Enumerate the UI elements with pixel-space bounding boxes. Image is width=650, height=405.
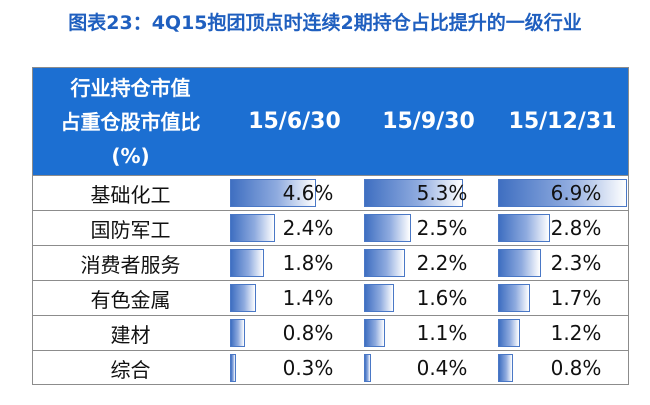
header-label-line-3: (%) — [111, 143, 150, 168]
data-bar — [364, 214, 411, 242]
data-bar — [230, 249, 264, 277]
cell-value: 2.2% — [416, 251, 468, 275]
table-cell: 2.5% — [362, 211, 495, 245]
table-cell: 0.3% — [228, 351, 361, 385]
row-label: 建材 — [110, 322, 151, 347]
table-cell: 5.3% — [362, 176, 495, 210]
row-label: 消费者服务 — [80, 252, 181, 277]
cell-value: 2.4% — [282, 216, 334, 240]
cell-value: 1.2% — [550, 321, 602, 345]
table-cell: 2.4% — [228, 211, 361, 245]
data-bar — [498, 179, 627, 207]
table-row: 基础化工 4.6% 5.3% 6.9% — [33, 175, 628, 210]
table-cell: 6.9% — [496, 176, 629, 210]
data-bar — [364, 179, 463, 207]
table-row: 建材 0.8% 1.1% 1.2% — [33, 315, 628, 350]
table-cell: 1.2% — [496, 316, 629, 350]
cell-value: 4.6% — [282, 181, 334, 205]
column-header-15-9-30: 15/9/30 — [382, 109, 475, 134]
table-cell: 2.3% — [496, 246, 629, 280]
data-table: 行业持仓市值 占重仓股市值比 (%) 15/6/30 15/9/30 15/12… — [32, 67, 629, 385]
data-bar — [498, 284, 530, 312]
cell-value: 1.6% — [416, 286, 468, 310]
table-cell: 0.8% — [228, 316, 361, 350]
table-row: 综合 0.3% 0.4% 0.8% — [33, 350, 628, 385]
table-cell: 4.6% — [228, 176, 361, 210]
table-cell: 2.2% — [362, 246, 495, 280]
table-cell: 0.8% — [496, 351, 629, 385]
table-cell: 1.1% — [362, 316, 495, 350]
table-row: 有色金属 1.4% 1.6% 1.7% — [33, 280, 628, 315]
cell-value: 1.4% — [282, 286, 334, 310]
data-bar — [230, 319, 245, 347]
table-cell: 1.6% — [362, 281, 495, 315]
table-cell: 1.8% — [228, 246, 361, 280]
header-row-label: 行业持仓市值 占重仓股市值比 (%) — [33, 68, 228, 175]
data-bar — [498, 214, 550, 242]
data-bar — [230, 214, 275, 242]
cell-value: 1.8% — [282, 251, 334, 275]
data-bar — [364, 249, 405, 277]
cell-value: 2.8% — [550, 216, 602, 240]
column-header-15-12-31: 15/12/31 — [508, 109, 617, 134]
header-label-line-1: 行业持仓市值 — [70, 75, 191, 100]
cell-value: 0.8% — [550, 356, 602, 380]
cell-value: 0.4% — [416, 356, 468, 380]
data-bar — [230, 179, 316, 207]
cell-value: 2.3% — [550, 251, 602, 275]
data-bar — [498, 249, 541, 277]
data-bar — [364, 319, 385, 347]
row-label: 基础化工 — [90, 182, 171, 207]
cell-value: 0.8% — [282, 321, 334, 345]
cell-value: 0.3% — [282, 356, 334, 380]
table-cell: 1.4% — [228, 281, 361, 315]
data-bar — [364, 284, 394, 312]
row-label: 有色金属 — [90, 287, 171, 312]
cell-value: 6.9% — [550, 181, 602, 205]
data-bar — [230, 354, 236, 382]
data-bar — [498, 319, 520, 347]
data-bar — [230, 284, 256, 312]
header-label-line-2: 占重仓股市值比 — [60, 109, 201, 134]
figure-title: 图表23：4Q15抱团顶点时连续2期持仓占比提升的一级行业 — [68, 12, 582, 34]
table-row: 消费者服务 1.8% 2.2% 2.3% — [33, 245, 628, 280]
table-header: 行业持仓市值 占重仓股市值比 (%) 15/6/30 15/9/30 15/12… — [33, 68, 628, 175]
data-bar — [364, 354, 371, 382]
cell-value: 5.3% — [416, 181, 468, 205]
table-cell: 0.4% — [362, 351, 495, 385]
cell-value: 2.5% — [416, 216, 468, 240]
row-label: 国防军工 — [90, 217, 171, 242]
table-cell: 2.8% — [496, 211, 629, 245]
row-label: 综合 — [110, 357, 151, 382]
cell-value: 1.7% — [550, 286, 602, 310]
table-cell: 1.7% — [496, 281, 629, 315]
cell-value: 1.1% — [416, 321, 468, 345]
data-bar — [498, 354, 513, 382]
table-row: 国防军工 2.4% 2.5% 2.8% — [33, 210, 628, 245]
column-header-15-6-30: 15/6/30 — [248, 109, 341, 134]
